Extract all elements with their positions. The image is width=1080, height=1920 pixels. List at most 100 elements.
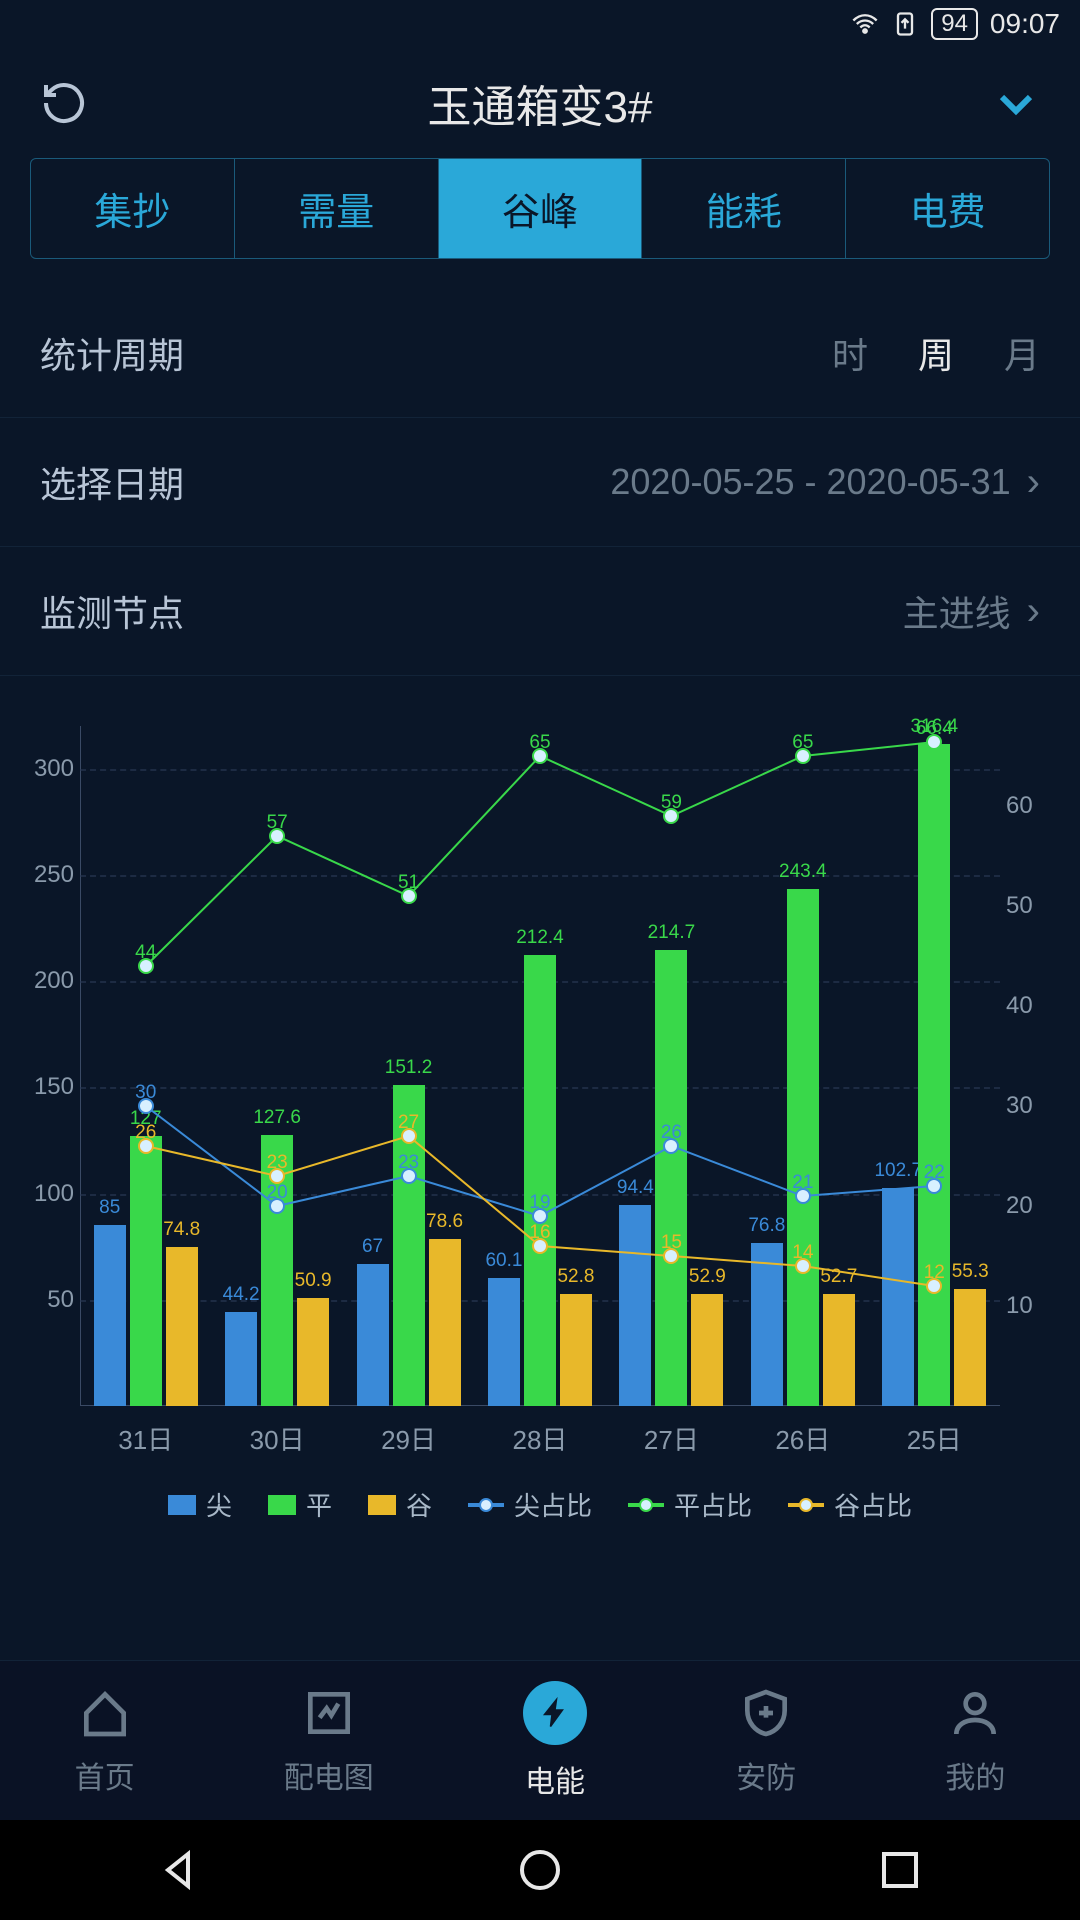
chart-legend: 尖平谷尖占比平占比谷占比: [0, 1466, 1080, 1539]
bar: 55.3: [954, 1289, 986, 1407]
line-marker-label: 57: [267, 812, 288, 834]
line-marker-label: 66.4: [916, 718, 953, 740]
period-option[interactable]: 周: [918, 327, 954, 379]
line-marker-label: 59: [661, 792, 682, 814]
bar: 44.2: [225, 1312, 257, 1406]
chevron-right-icon: ›: [1027, 460, 1040, 505]
x-label: 26日: [748, 1406, 858, 1466]
tab-0[interactable]: 集抄: [31, 159, 235, 258]
row-period: 统计周期 时周月: [0, 289, 1080, 418]
bar: 78.6: [429, 1239, 461, 1406]
period-option[interactable]: 月: [1004, 327, 1040, 379]
line-marker-label: 26: [135, 1122, 156, 1144]
nav-item-shield[interactable]: 安防: [736, 1685, 796, 1797]
line-marker-label: 23: [267, 1152, 288, 1174]
chart: 50100150200250300 102030405060 8512774.8…: [20, 706, 1060, 1466]
row-date[interactable]: 选择日期 2020-05-25 - 2020-05-31 ›: [0, 418, 1080, 547]
bar-group: 8512774.8: [91, 1136, 201, 1406]
bar: 316.4: [918, 744, 950, 1406]
status-time: 09:07: [990, 8, 1060, 40]
bar: 102.7: [882, 1188, 914, 1406]
line-marker-label: 44: [135, 942, 156, 964]
sim-icon: [891, 10, 919, 38]
bar: 74.8: [166, 1247, 198, 1406]
legend-item[interactable]: 谷: [368, 1486, 432, 1523]
nav-item-home[interactable]: 首页: [75, 1685, 135, 1797]
row-date-value: 2020-05-25 - 2020-05-31 ›: [610, 460, 1040, 505]
chevron-down-icon[interactable]: [992, 79, 1040, 127]
line-marker-label: 65: [792, 732, 813, 754]
tab-1[interactable]: 需量: [235, 159, 439, 258]
wifi-icon: [851, 10, 879, 38]
diagram-icon: [301, 1685, 357, 1741]
tab-2[interactable]: 谷峰: [439, 159, 643, 258]
bar: 127: [130, 1136, 162, 1406]
bar-group: 94.4214.752.9: [616, 950, 726, 1406]
home-icon[interactable]: [516, 1846, 564, 1894]
row-date-label: 选择日期: [40, 456, 184, 508]
period-option[interactable]: 时: [832, 327, 868, 379]
status-bar: 94 09:07: [0, 0, 1080, 48]
bar: 214.7: [655, 950, 687, 1406]
bar: 52.9: [691, 1294, 723, 1406]
bar-group: 60.1212.452.8: [485, 955, 595, 1406]
bottom-nav: 首页 配电图 电能 安防 我的: [0, 1660, 1080, 1820]
bar: 60.1: [488, 1278, 520, 1406]
bar: 52.8: [560, 1294, 592, 1406]
legend-item[interactable]: 谷占比: [788, 1486, 912, 1523]
x-label: 28日: [485, 1406, 595, 1466]
legend-item[interactable]: 平: [268, 1486, 332, 1523]
line-marker-label: 65: [529, 732, 550, 754]
y-axis-right: 102030405060: [1000, 726, 1060, 1406]
line-marker-label: 26: [661, 1122, 682, 1144]
x-label: 25日: [879, 1406, 989, 1466]
home-icon: [77, 1685, 133, 1741]
nav-item-user[interactable]: 我的: [945, 1685, 1005, 1797]
nav-item-bolt[interactable]: 电能: [523, 1681, 587, 1801]
back-icon[interactable]: [156, 1846, 204, 1894]
nav-item-diagram[interactable]: 配电图: [284, 1685, 374, 1797]
bolt-icon: [523, 1681, 587, 1745]
user-icon: [947, 1685, 1003, 1741]
y-axis-left: 50100150200250300: [20, 726, 80, 1406]
line-marker-label: 12: [924, 1262, 945, 1284]
bar: 67: [357, 1264, 389, 1406]
recent-icon[interactable]: [876, 1846, 924, 1894]
header: 玉通箱变3#: [0, 48, 1080, 158]
x-label: 29日: [354, 1406, 464, 1466]
battery-level: 94: [931, 8, 978, 40]
line-marker-label: 21: [792, 1172, 813, 1194]
line-marker-label: 20: [267, 1182, 288, 1204]
system-nav: [0, 1820, 1080, 1920]
bar: 85: [94, 1225, 126, 1406]
line-marker-label: 51: [398, 872, 419, 894]
bar: 50.9: [297, 1298, 329, 1406]
x-axis: 31日30日29日28日27日26日25日: [80, 1406, 1000, 1466]
page-title: 玉通箱变3#: [88, 71, 992, 135]
row-node[interactable]: 监测节点 主进线 ›: [0, 547, 1080, 676]
shield-icon: [738, 1685, 794, 1741]
legend-item[interactable]: 尖占比: [468, 1486, 592, 1523]
bar-group: 102.7316.455.3: [879, 744, 989, 1406]
line-marker-label: 22: [924, 1162, 945, 1184]
tab-3[interactable]: 能耗: [642, 159, 846, 258]
line-marker-label: 15: [661, 1232, 682, 1254]
line-marker-label: 27: [398, 1112, 419, 1134]
x-label: 30日: [222, 1406, 332, 1466]
refresh-icon[interactable]: [40, 79, 88, 127]
bar: 94.4: [619, 1205, 651, 1406]
bar: 52.7: [823, 1294, 855, 1406]
line-marker-label: 14: [792, 1242, 813, 1264]
tab-4[interactable]: 电费: [846, 159, 1049, 258]
row-node-value: 主进线 ›: [903, 585, 1040, 637]
line-marker-label: 23: [398, 1152, 419, 1174]
tab-bar: 集抄需量谷峰能耗电费: [30, 158, 1050, 259]
bar-group: 76.8243.452.7: [748, 889, 858, 1406]
x-label: 27日: [616, 1406, 726, 1466]
legend-item[interactable]: 尖: [168, 1486, 232, 1523]
legend-item[interactable]: 平占比: [628, 1486, 752, 1523]
period-options: 时周月: [832, 327, 1040, 379]
chevron-right-icon: ›: [1027, 589, 1040, 634]
bar: 212.4: [524, 955, 556, 1406]
bar: 243.4: [787, 889, 819, 1406]
